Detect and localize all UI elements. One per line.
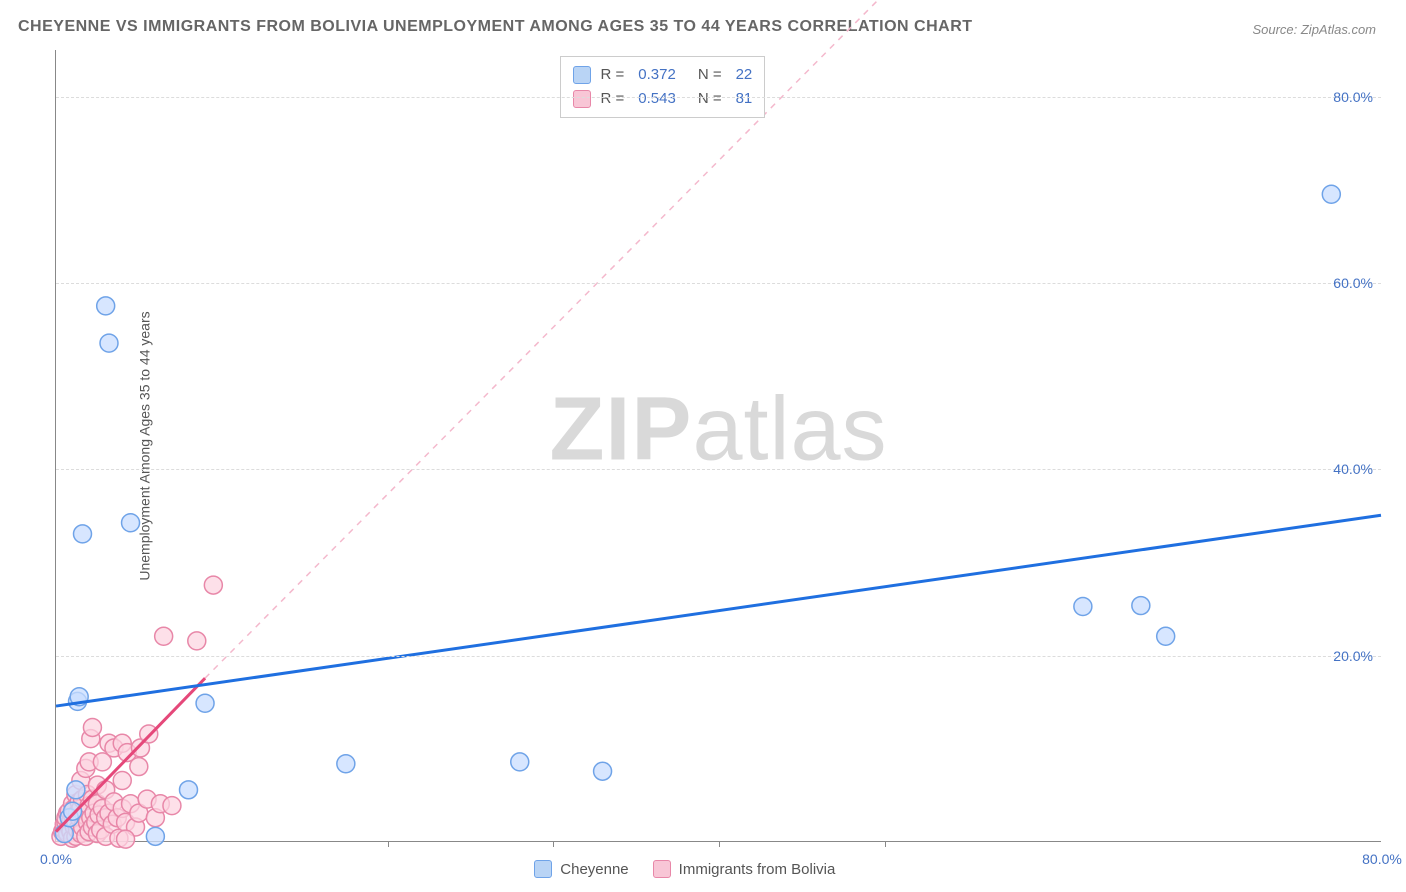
scatter-point	[100, 334, 118, 352]
scatter-point	[1322, 185, 1340, 203]
legend-item: Immigrants from Bolivia	[653, 860, 836, 878]
y-tick-label: 60.0%	[1333, 275, 1373, 291]
legend-r-value: 0.372	[638, 63, 676, 87]
trend-line	[56, 515, 1381, 706]
legend-swatch-icon	[653, 860, 671, 878]
legend-r-value: 0.543	[638, 87, 676, 111]
scatter-point	[113, 772, 131, 790]
gridline	[56, 469, 1381, 470]
legend-n-value: 81	[736, 87, 753, 111]
legend-r-label: R =	[601, 63, 625, 87]
scatter-point	[196, 694, 214, 712]
gridline	[56, 97, 1381, 98]
scatter-point	[155, 627, 173, 645]
legend-swatch-icon	[534, 860, 552, 878]
scatter-point	[64, 802, 82, 820]
y-tick-label: 20.0%	[1333, 648, 1373, 664]
scatter-point	[163, 797, 181, 815]
legend-r-label: R =	[601, 87, 625, 111]
legend-n-value: 22	[736, 63, 753, 87]
scatter-point	[188, 632, 206, 650]
chart-title: CHEYENNE VS IMMIGRANTS FROM BOLIVIA UNEM…	[18, 18, 973, 36]
scatter-point	[337, 755, 355, 773]
x-tick-label: 0.0%	[40, 851, 72, 867]
x-tick-mark	[553, 841, 554, 847]
scatter-point	[1132, 597, 1150, 615]
legend-n-label: N =	[698, 87, 722, 111]
source-label: Source: ZipAtlas.com	[1252, 22, 1376, 37]
scatter-point	[146, 827, 164, 845]
scatter-point	[122, 514, 140, 532]
scatter-point	[594, 762, 612, 780]
legend-n-label: N =	[698, 63, 722, 87]
gridline	[56, 656, 1381, 657]
x-tick-mark	[388, 841, 389, 847]
y-tick-label: 40.0%	[1333, 461, 1373, 477]
scatter-point	[67, 781, 85, 799]
legend-row: R = 0.372 N = 22	[573, 63, 753, 87]
scatter-point	[180, 781, 198, 799]
x-tick-mark	[719, 841, 720, 847]
scatter-point	[83, 718, 101, 736]
scatter-point	[1074, 598, 1092, 616]
x-tick-mark	[885, 841, 886, 847]
legend-item-label: Immigrants from Bolivia	[679, 861, 836, 878]
scatter-point	[1157, 627, 1175, 645]
x-tick-label: 80.0%	[1362, 851, 1402, 867]
scatter-point	[204, 576, 222, 594]
scatter-point	[97, 297, 115, 315]
scatter-point	[511, 753, 529, 771]
series-legend: Cheyenne Immigrants from Bolivia	[534, 860, 835, 878]
scatter-point	[130, 758, 148, 776]
legend-swatch-icon	[573, 90, 591, 108]
legend-item-label: Cheyenne	[560, 861, 628, 878]
scatter-point	[117, 830, 135, 848]
gridline	[56, 283, 1381, 284]
scatter-point	[74, 525, 92, 543]
y-tick-label: 80.0%	[1333, 89, 1373, 105]
legend-item: Cheyenne	[534, 860, 628, 878]
correlation-legend: R = 0.372 N = 22 R = 0.543 N = 81	[560, 56, 766, 118]
chart-plot-area: ZIPatlas R = 0.372 N = 22 R = 0.543 N = …	[55, 50, 1381, 842]
legend-swatch-icon	[573, 66, 591, 84]
legend-row: R = 0.543 N = 81	[573, 87, 753, 111]
scatter-svg	[56, 50, 1381, 841]
